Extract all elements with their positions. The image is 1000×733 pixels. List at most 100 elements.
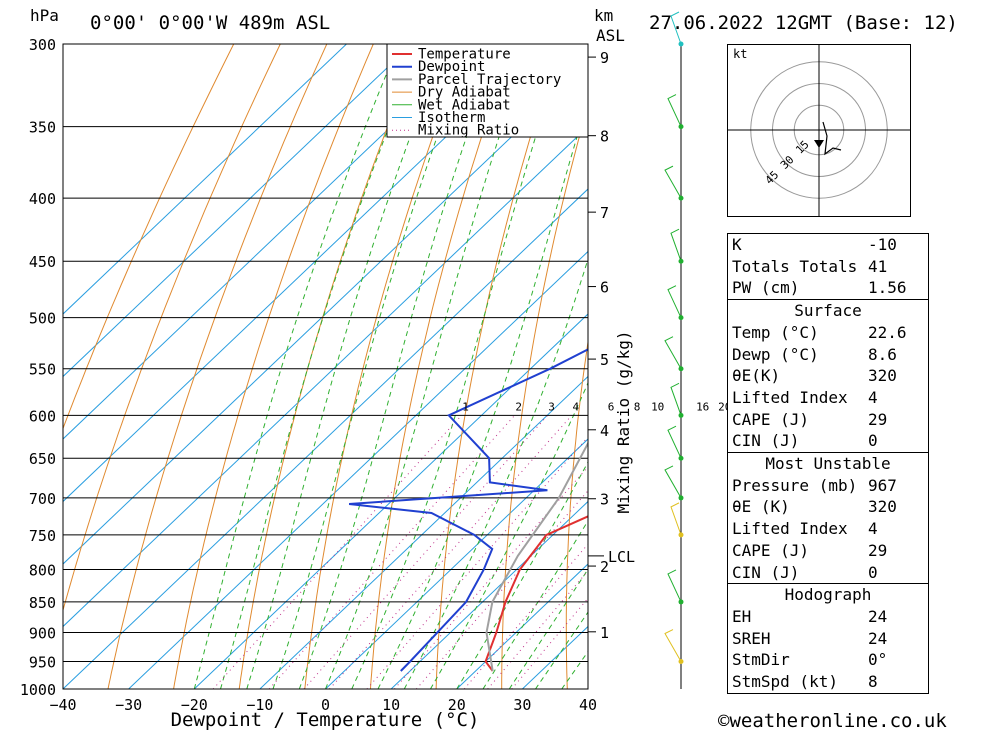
temperature-profile [484, 515, 588, 672]
wind-barb [670, 228, 682, 262]
mu-cape-row: CAPE (J) 29 [728, 540, 928, 562]
isotherm-line [63, 188, 588, 689]
hpa-unit-label: hPa [30, 6, 59, 25]
mixing-ratio-label: 2 [515, 400, 522, 413]
km-tick-label: 6 [600, 279, 609, 297]
parcel-trajectory-profile [485, 441, 588, 672]
surface-li-label: Lifted Index [732, 387, 848, 407]
eh-row: EH 24 [728, 606, 928, 628]
mu-li-value: 4 [868, 519, 878, 539]
surface-cin-label: CIN (J) [732, 431, 800, 451]
pressure-tick-label: 600 [29, 407, 56, 425]
wind-barb [667, 425, 682, 459]
x-axis-title: Dewpoint / Temperature (°C) [171, 709, 480, 731]
mixing-ratio-label: 3 [548, 400, 555, 413]
temperature-tick-label: −10 [246, 696, 273, 714]
km-tick-label: 4 [600, 422, 609, 440]
eh-label: EH [732, 606, 752, 626]
hodograph-panel: kt 15 30 45 [727, 44, 911, 217]
stmdir-value: 0° [868, 650, 888, 670]
pressure-tick-label: 450 [29, 253, 56, 271]
legend-label: Mixing Ratio [418, 123, 519, 139]
most-unstable-title: Most Unstable [765, 454, 891, 474]
credit-label: ©weatheronline.co.uk [718, 710, 947, 732]
km-unit-label: km [594, 6, 613, 25]
surface-cape-value: 29 [868, 409, 888, 429]
lcl-label: LCL [608, 548, 635, 566]
mu-cin-label: CIN (J) [732, 562, 800, 582]
asl-label: ASL [596, 26, 625, 45]
pw-value: 1.56 [868, 278, 907, 298]
isotherm-line [63, 44, 413, 378]
legend-label: Dewpoint [418, 59, 485, 75]
temperature-tick-label: −40 [49, 696, 76, 714]
temperature-tick-label: −30 [115, 696, 142, 714]
pressure-tick-label: 650 [29, 450, 56, 468]
mu-pressure-label: Pressure (mb) [732, 475, 858, 495]
wind-barb [670, 382, 682, 416]
datetime-label: 27.06.2022 12GMT (Base: 12) [649, 12, 958, 34]
wet-adiabat-line [246, 44, 446, 689]
mu-li-label: Lifted Index [732, 519, 848, 539]
pressure-tick-label: 700 [29, 490, 56, 508]
dry-adiabat-line [63, 44, 235, 430]
wind-barb [664, 336, 682, 369]
totals-totals-row: Totals Totals 41 [728, 256, 928, 278]
pw-label: PW (cm) [732, 278, 800, 298]
mixing-ratio-label: 6 [608, 400, 615, 413]
pressure-tick-label: 950 [29, 654, 56, 672]
sreh-value: 24 [868, 628, 888, 648]
mu-theta-label: θE (K) [732, 497, 790, 517]
surface-title: Surface [794, 301, 862, 321]
temperature-tick-label: 40 [579, 696, 597, 714]
wind-barb [670, 11, 682, 45]
hodograph-trace [822, 121, 842, 156]
legend-label: Isotherm [418, 110, 485, 126]
mixing-ratio-label: 1 [462, 400, 469, 413]
surface-theta-value: 320 [868, 366, 897, 386]
km-tick-label: 3 [600, 491, 609, 509]
surface-temp-row: Temp (°C) 22.6 [728, 322, 928, 344]
isotherm-line [63, 44, 544, 503]
temperature-tick-label: 20 [448, 696, 466, 714]
surface-cape-row: CAPE (J) 29 [728, 409, 928, 431]
mixing-ratio-label: 8 [634, 400, 641, 413]
hodograph-unit-label: kt [733, 47, 747, 61]
pressure-tick-label: 900 [29, 625, 56, 643]
surface-dewp-row: Dewp (°C) 8.6 [728, 344, 928, 366]
km-tick-label: 2 [600, 558, 609, 576]
surface-dewp-label: Dewp (°C) [732, 344, 819, 364]
temperature-tick-label: −20 [181, 696, 208, 714]
legend-label: Parcel Trajectory [418, 72, 561, 88]
pressure-tick-label: 750 [29, 527, 56, 545]
eh-value: 24 [868, 606, 888, 626]
isotherm-line [63, 44, 347, 315]
surface-dewp-value: 8.6 [868, 344, 897, 364]
pressure-tick-label: 350 [29, 119, 56, 137]
wind-barb [664, 165, 682, 199]
hodograph-ring-label: 45 [763, 168, 782, 187]
hodograph-title: Hodograph [784, 585, 872, 605]
legend-label: Wet Adiabat [418, 97, 511, 113]
wind-barb [664, 629, 682, 662]
wet-adiabat-line [298, 44, 500, 689]
km-tick-label: 1 [600, 624, 609, 642]
mu-theta-row: θE (K) 320 [728, 496, 928, 518]
k-index-label: K [732, 235, 742, 254]
index-table: K -10 Totals Totals 41 PW (cm) 1.56 Surface… [727, 233, 929, 694]
temperature-tick-label: 0 [321, 696, 330, 714]
km-tick-label: 8 [600, 128, 609, 146]
pressure-tick-label: 550 [29, 361, 56, 379]
km-tick-label: 9 [600, 49, 609, 67]
totals-totals-value: 41 [868, 256, 888, 276]
sreh-label: SREH [732, 628, 771, 648]
temperature-tick-label: 10 [382, 696, 400, 714]
location-label: 0°00' 0°00'W 489m ASL [90, 12, 330, 34]
isotherm-line [325, 438, 588, 689]
k-index-row: K -10 [728, 234, 928, 256]
mu-theta-value: 320 [868, 497, 897, 517]
legend-label: Temperature [418, 47, 511, 63]
mu-cape-value: 29 [868, 540, 888, 560]
mu-cape-label: CAPE (J) [732, 540, 810, 560]
mu-cin-row: CIN (J) 0 [728, 562, 928, 584]
